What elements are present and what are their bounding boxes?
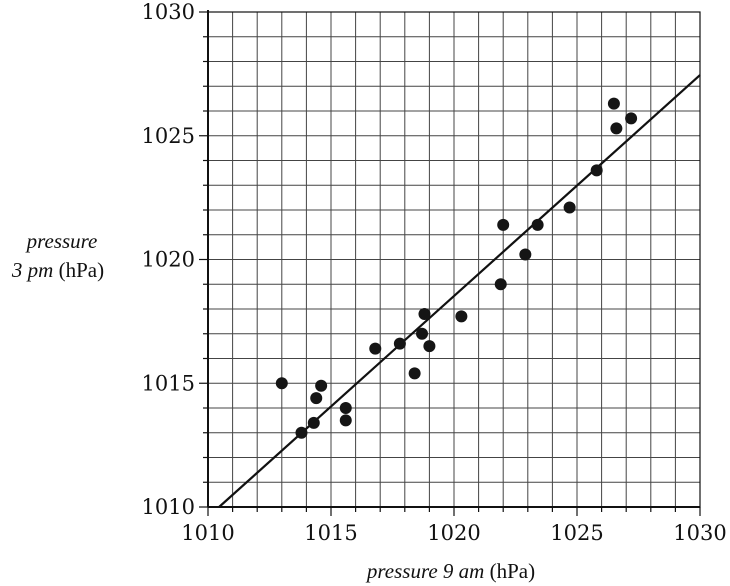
- trend-line-group: [218, 74, 701, 508]
- data-point: [339, 414, 352, 427]
- x-tick-label: 1010: [181, 521, 234, 545]
- y-axis-label-line1: pressure: [25, 229, 98, 253]
- data-point: [610, 122, 623, 135]
- data-point: [423, 340, 436, 353]
- data-points: [275, 97, 638, 439]
- data-point: [315, 379, 328, 392]
- data-point: [408, 367, 421, 380]
- data-point: [455, 310, 468, 323]
- data-point: [310, 392, 323, 405]
- data-point: [563, 201, 576, 214]
- data-point: [497, 218, 510, 231]
- y-tick-label: 1010: [142, 495, 195, 519]
- data-point: [393, 337, 406, 350]
- data-point: [590, 164, 603, 177]
- x-axis-label-unit: (hPa): [490, 559, 536, 583]
- x-tick-label: 1025: [550, 521, 603, 545]
- x-axis-label: pressure 9 am (hPa): [365, 559, 535, 583]
- data-point: [369, 342, 382, 355]
- y-tick-label: 1025: [142, 124, 195, 148]
- y-axis-label-line2-italic: 3 pm: [11, 258, 53, 282]
- data-point: [519, 248, 532, 261]
- y-axis-label-line2-unit: (hPa): [59, 258, 105, 282]
- data-point: [307, 416, 320, 429]
- grid: [208, 12, 700, 507]
- data-point: [275, 377, 288, 390]
- data-point: [607, 97, 620, 110]
- data-point: [295, 426, 308, 439]
- trend-line: [218, 74, 701, 508]
- data-point: [339, 402, 352, 414]
- data-point: [416, 327, 429, 340]
- data-point: [418, 307, 431, 320]
- data-point: [494, 278, 507, 291]
- y-axis-label-line2: 3 pm (hPa): [11, 258, 104, 282]
- tick-marks: [199, 11, 701, 516]
- x-tick-label: 1020: [427, 521, 480, 545]
- data-point: [625, 112, 638, 125]
- tick-labels: 1010 1015 1020 1025 1030 1010 1015 1020 1025 1030: [142, 0, 727, 545]
- x-tick-label: 1030: [673, 521, 726, 545]
- data-point: [531, 218, 544, 231]
- x-tick-label: 1015: [304, 521, 357, 545]
- y-tick-label: 1020: [142, 248, 195, 272]
- y-tick-label: 1015: [142, 371, 195, 395]
- y-tick-label: 1030: [142, 0, 195, 24]
- x-axis-label-italic: pressure 9 am: [365, 559, 484, 583]
